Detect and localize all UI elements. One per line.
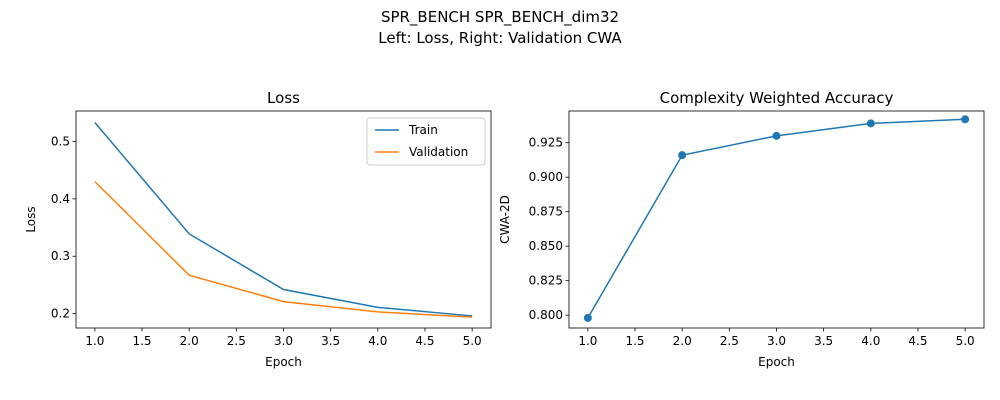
cwa-x-tick-label: 3.0	[767, 334, 786, 348]
loss-x-tick-label: 4.5	[415, 334, 434, 348]
loss-x-tick-label: 2.0	[180, 334, 199, 348]
loss-legend-label-validation: Validation	[409, 145, 468, 159]
cwa-data-point	[772, 131, 781, 140]
cwa-y-axis-label: CWA-2D	[498, 195, 512, 244]
cwa-y-tick-label: 0.850	[529, 239, 563, 253]
loss-x-tick-label: 3.5	[321, 334, 340, 348]
cwa-x-tick-label: 1.5	[625, 334, 644, 348]
cwa-y-tick-label: 0.800	[529, 308, 563, 322]
suptitle-line-1: SPR_BENCH SPR_BENCH_dim32	[381, 8, 619, 27]
cwa-x-tick-label: 2.5	[720, 334, 739, 348]
cwa-data-point	[583, 313, 592, 322]
cwa-y-tick-label: 0.825	[529, 274, 563, 288]
cwa-x-tick-label: 2.0	[673, 334, 692, 348]
loss-x-tick-label: 1.5	[132, 334, 151, 348]
loss-chart-title: Loss	[267, 89, 300, 107]
loss-x-axis-label: Epoch	[265, 355, 302, 369]
loss-series-train-line	[94, 121, 473, 317]
cwa-chart: Complexity Weighted Accuracy Epoch CWA-2…	[498, 89, 985, 369]
cwa-data-point	[678, 151, 687, 160]
loss-x-tick-label: 3.0	[274, 334, 293, 348]
loss-y-tick-label: 0.5	[51, 134, 70, 148]
cwa-y-tick-label: 0.925	[529, 136, 563, 150]
loss-x-tick-label: 1.0	[85, 334, 104, 348]
cwa-data-point	[961, 115, 970, 124]
loss-y-tick-label: 0.2	[51, 307, 70, 321]
loss-x-tick-label: 5.0	[463, 334, 482, 348]
cwa-y-tick-label: 0.875	[529, 205, 563, 219]
cwa-plot-frame	[568, 110, 985, 329]
loss-chart: Loss Epoch Loss 1.0 1.5 2.0 2.5 3.0 3.5 4.0 4.5…	[24, 89, 492, 369]
loss-y-tick-label: 0.3	[51, 249, 70, 263]
cwa-x-tick-label: 1.0	[578, 334, 597, 348]
cwa-x-tick-label: 5.0	[956, 334, 975, 348]
cwa-series-0-line	[587, 118, 966, 319]
cwa-x-tick-label: 3.5	[814, 334, 833, 348]
loss-legend-label-train: Train	[408, 123, 438, 137]
cwa-x-tick-label: 4.0	[861, 334, 880, 348]
suptitle-line-2: Left: Loss, Right: Validation CWA	[378, 29, 622, 47]
loss-x-tick-label: 4.0	[368, 334, 387, 348]
cwa-x-tick-label: 4.5	[908, 334, 927, 348]
cwa-x-axis-label: Epoch	[758, 355, 795, 369]
loss-y-tick-label: 0.4	[51, 192, 70, 206]
loss-y-axis-label: Loss	[24, 206, 38, 232]
loss-legend: Train Validation	[366, 117, 486, 166]
cwa-data-point	[866, 119, 875, 128]
loss-x-tick-label: 2.5	[227, 334, 246, 348]
cwa-y-tick-label: 0.900	[529, 170, 563, 184]
loss-series-validation-line	[94, 181, 473, 318]
cwa-chart-title: Complexity Weighted Accuracy	[660, 89, 894, 107]
